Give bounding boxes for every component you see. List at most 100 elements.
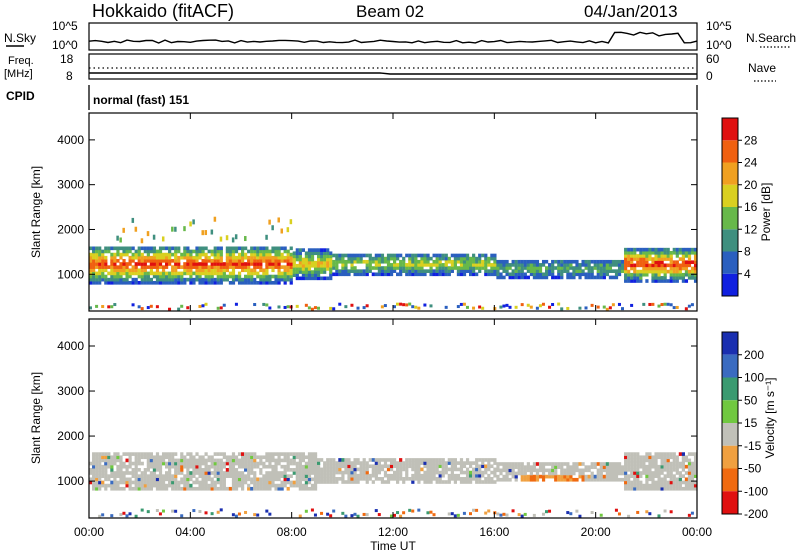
power-cell [645, 269, 649, 274]
power-cell [165, 255, 169, 260]
power-cell [189, 221, 192, 227]
power-cell [301, 273, 305, 278]
velocity-cell [250, 471, 254, 475]
power-cell [225, 268, 229, 273]
power-cell [630, 266, 634, 271]
power-cell [514, 269, 518, 273]
power-cell [386, 269, 391, 273]
velocity-cell [213, 464, 217, 469]
velocity-cell [362, 464, 366, 469]
power-cell [517, 259, 521, 264]
power-cell [545, 272, 549, 277]
velocity-heatmap [89, 452, 698, 518]
velocity-cell [389, 514, 393, 518]
power-cell [511, 269, 515, 273]
velocity-cell [475, 458, 479, 462]
velocity-cell [645, 483, 649, 488]
velocity-cell [262, 461, 266, 466]
velocity-cell [690, 477, 695, 482]
velocity-cell [171, 474, 175, 478]
power-cell [92, 268, 96, 273]
power-cell [116, 268, 120, 273]
velocity-cell [517, 471, 521, 476]
velocity-cell [353, 473, 357, 478]
velocity-cell [481, 464, 485, 469]
velocity-cell [423, 470, 427, 475]
power-cell [168, 249, 172, 254]
power-cell [310, 263, 315, 268]
velocity-cell [216, 468, 220, 472]
velocity-cell [101, 468, 105, 472]
velocity-cell [490, 458, 494, 462]
velocity-cell [262, 480, 266, 485]
power-cell [511, 259, 515, 264]
velocity-cell [125, 477, 129, 482]
power-cell [551, 269, 555, 273]
power-cell [289, 265, 293, 269]
power-cell [292, 257, 296, 262]
power-cell [551, 266, 555, 270]
power-cell [563, 269, 567, 273]
velocity-cell [365, 513, 369, 517]
power-cell [101, 305, 105, 309]
power-cell [633, 254, 637, 258]
velocity-cell [298, 464, 302, 469]
power-cell [538, 272, 543, 277]
velocity-cell [326, 464, 330, 469]
velocity-cell [92, 455, 96, 460]
power-cell [365, 269, 369, 273]
power-cell [690, 303, 694, 307]
power-cell [231, 271, 236, 276]
velocity-cell [216, 458, 220, 463]
power-cell [374, 253, 378, 258]
velocity-cell [155, 483, 160, 488]
velocity-cell [219, 508, 223, 512]
power-cell [277, 252, 281, 257]
velocity-cell [368, 458, 372, 462]
power-cell [429, 263, 433, 267]
power-cell [222, 303, 226, 307]
colorbar-swatch [722, 423, 738, 446]
velocity-cell [453, 477, 457, 481]
velocity-cell [614, 474, 619, 479]
velocity-cell [545, 474, 549, 479]
velocity-cell [648, 452, 652, 456]
power-cell [189, 255, 193, 260]
velocity-cell [405, 470, 409, 475]
velocity-cell [198, 455, 202, 460]
power-cell [608, 275, 613, 280]
power-cell [244, 262, 248, 266]
velocity-cell [660, 471, 664, 475]
power-cell [423, 256, 427, 261]
velocity-cell [116, 474, 120, 478]
power-cell [289, 280, 293, 285]
velocity-cell [113, 455, 117, 460]
velocity-cell [323, 480, 327, 484]
velocity-cell [554, 474, 558, 479]
colorbar-swatch [722, 491, 738, 514]
velocity-cell [195, 480, 199, 485]
power-cell [399, 266, 403, 270]
power-cell [89, 268, 93, 273]
power-cell [362, 272, 366, 277]
velocity-cell [89, 461, 93, 466]
power-cell [371, 259, 375, 264]
power-cell [520, 275, 524, 280]
power-cell [669, 276, 673, 280]
velocity-cell [648, 474, 652, 478]
velocity-cell [134, 514, 138, 518]
velocity-cell [566, 465, 570, 469]
power-cell [137, 249, 141, 254]
power-cell [408, 263, 412, 267]
power-cell [119, 277, 123, 282]
velocity-cell [399, 470, 403, 475]
power-cell [554, 266, 558, 270]
power-cell [572, 259, 576, 264]
velocity-cell [672, 477, 676, 482]
power-cell [441, 256, 445, 261]
velocity-cell [98, 486, 102, 491]
velocity-cell [636, 477, 640, 482]
velocity-cell [350, 480, 354, 484]
power-cell [465, 259, 470, 264]
power-cell [456, 259, 461, 264]
